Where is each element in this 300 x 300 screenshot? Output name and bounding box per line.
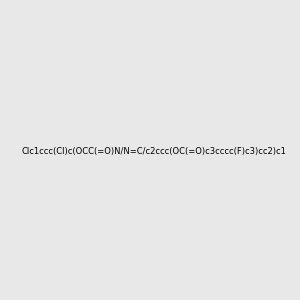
Text: Clc1ccc(Cl)c(OCC(=O)N/N=C/c2ccc(OC(=O)c3cccc(F)c3)cc2)c1: Clc1ccc(Cl)c(OCC(=O)N/N=C/c2ccc(OC(=O)c3… [21,147,286,156]
